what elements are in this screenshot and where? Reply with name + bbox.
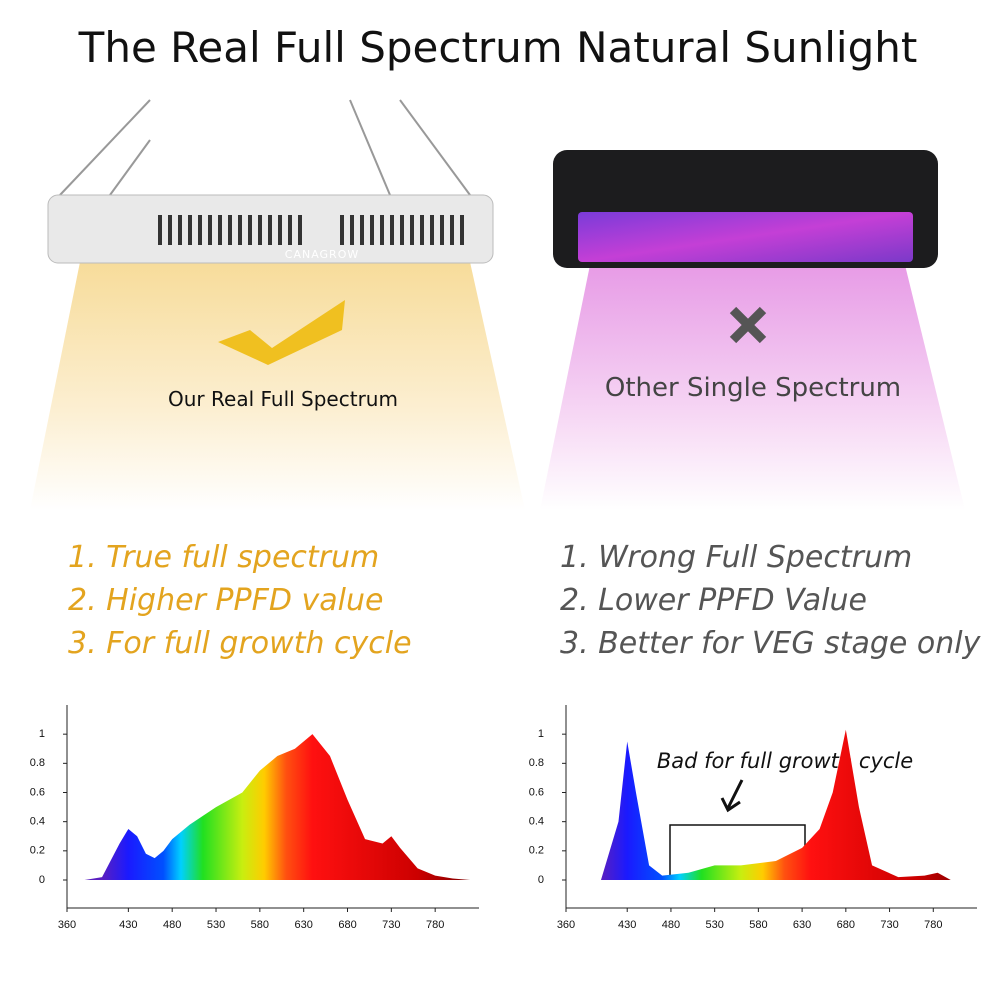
title: The Real Full Spectrum Natural Sunlight [78, 23, 918, 72]
y-tick-label: 0.4 [529, 816, 544, 828]
left-points: 1. True full spectrum 2. Higher PPFD val… [68, 540, 412, 661]
y-tick-label: 0.4 [30, 816, 45, 828]
pink-light [540, 265, 965, 510]
warm-light [30, 262, 525, 510]
x-tick-label: 780 [924, 919, 942, 931]
x-tick-label: 580 [251, 919, 269, 931]
point: 3. For full growth cycle [68, 626, 412, 661]
x-tick-label: 730 [880, 919, 898, 931]
x-tick-label: 680 [837, 919, 855, 931]
right-label: Other Single Spectrum [605, 373, 901, 403]
y-tick-label: 0.6 [30, 786, 45, 798]
y-tick-label: 0 [538, 874, 544, 886]
y-tick-label: 0.8 [529, 757, 544, 769]
spectrum-area [84, 734, 471, 880]
y-tick-label: 1 [538, 728, 544, 740]
vents [158, 215, 464, 245]
x-tick-label: 430 [119, 919, 137, 931]
x-tick-label: 530 [705, 919, 723, 931]
point: 3. Better for VEG stage only [560, 626, 982, 661]
x-tick-label: 480 [163, 919, 181, 931]
point: 2. Higher PPFD value [68, 583, 383, 618]
x-tick-label: 360 [557, 919, 575, 931]
point: 1. True full spectrum [68, 540, 379, 575]
right-points: 1. Wrong Full Spectrum 2. Lower PPFD Val… [560, 540, 982, 661]
x-tick-label: 730 [382, 919, 400, 931]
x-tick-label: 480 [662, 919, 680, 931]
y-tick-label: 0.6 [529, 786, 544, 798]
x-tick-label: 780 [426, 919, 444, 931]
x-tick-label: 360 [58, 919, 76, 931]
brand: CANAGROW [285, 248, 359, 261]
y-tick-label: 0.2 [30, 845, 45, 857]
y-tick-label: 0.2 [529, 845, 544, 857]
point: 1. Wrong Full Spectrum [560, 540, 912, 575]
x-tick-label: 630 [793, 919, 811, 931]
arrow [720, 779, 744, 813]
x-tick-label: 680 [338, 919, 356, 931]
x-tick-label: 530 [207, 919, 225, 931]
y-tick-label: 1 [39, 728, 45, 740]
y-tick-label: 0 [39, 874, 45, 886]
x-tick-label: 580 [749, 919, 767, 931]
cross-mark [729, 306, 767, 344]
annotation: Bad for full growth cycle [657, 749, 913, 773]
check-mark [218, 300, 345, 365]
x-tick-label: 430 [618, 919, 636, 931]
point: 2. Lower PPFD Value [560, 583, 867, 618]
y-tick-label: 0.8 [30, 757, 45, 769]
x-tick-label: 630 [295, 919, 313, 931]
led-panel [578, 212, 913, 262]
left-label: Our Real Full Spectrum [168, 387, 398, 411]
spectrum-area [600, 729, 951, 880]
